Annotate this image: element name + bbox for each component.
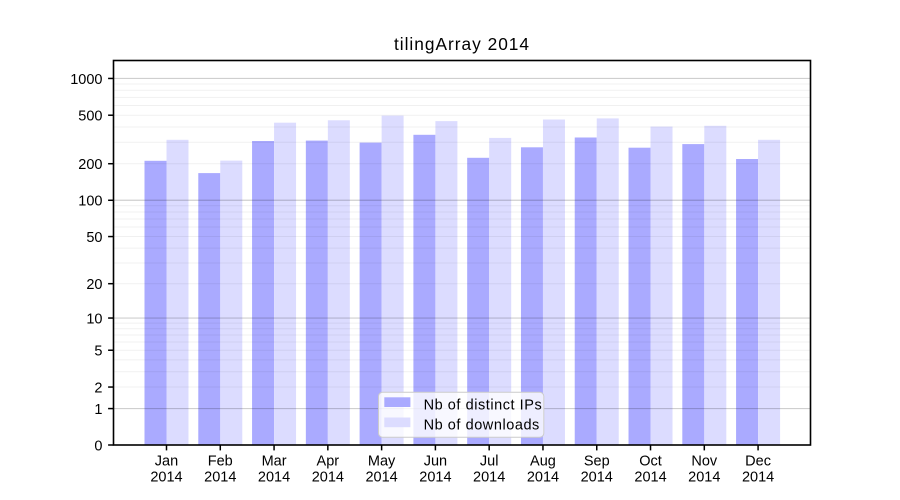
- svg-text:Nov: Nov: [691, 453, 718, 469]
- svg-text:2014: 2014: [527, 469, 559, 485]
- svg-text:2014: 2014: [634, 469, 666, 485]
- svg-text:2014: 2014: [312, 469, 344, 485]
- svg-text:Apr: Apr: [317, 453, 340, 469]
- svg-text:Sep: Sep: [584, 453, 610, 469]
- svg-text:Jun: Jun: [424, 453, 447, 469]
- svg-text:1000: 1000: [70, 72, 102, 88]
- svg-text:20: 20: [86, 277, 102, 293]
- svg-text:10: 10: [86, 311, 102, 327]
- svg-text:50: 50: [86, 230, 102, 246]
- svg-text:2014: 2014: [581, 469, 613, 485]
- svg-text:Jul: Jul: [480, 453, 499, 469]
- svg-text:May: May: [368, 453, 396, 469]
- svg-text:2: 2: [94, 380, 102, 396]
- svg-text:Mar: Mar: [262, 453, 287, 469]
- svg-text:2014: 2014: [365, 469, 397, 485]
- svg-text:2014: 2014: [150, 469, 182, 485]
- svg-text:5: 5: [94, 344, 102, 360]
- svg-text:2014: 2014: [419, 469, 451, 485]
- svg-text:0: 0: [94, 438, 102, 454]
- svg-text:2014: 2014: [258, 469, 290, 485]
- svg-text:500: 500: [78, 109, 102, 125]
- svg-text:2014: 2014: [473, 469, 505, 485]
- svg-text:Oct: Oct: [639, 453, 662, 469]
- svg-text:2014: 2014: [204, 469, 236, 485]
- svg-text:Dec: Dec: [745, 453, 771, 469]
- svg-text:Aug: Aug: [530, 453, 556, 469]
- svg-text:2014: 2014: [742, 469, 774, 485]
- svg-text:1: 1: [94, 402, 102, 418]
- svg-text:Nb of distinct IPs: Nb of distinct IPs: [424, 397, 543, 413]
- svg-text:200: 200: [78, 157, 102, 173]
- svg-text:Feb: Feb: [208, 453, 233, 469]
- svg-text:Jan: Jan: [155, 453, 178, 469]
- svg-text:tilingArray 2014: tilingArray 2014: [394, 34, 530, 54]
- svg-text:2014: 2014: [688, 469, 720, 485]
- svg-text:Nb of downloads: Nb of downloads: [424, 418, 540, 434]
- svg-text:100: 100: [78, 194, 102, 210]
